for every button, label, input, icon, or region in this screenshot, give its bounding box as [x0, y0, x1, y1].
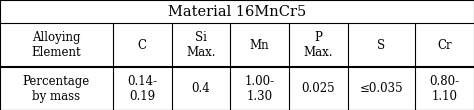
- Text: Percentage
by mass: Percentage by mass: [23, 75, 90, 103]
- Text: 0.025: 0.025: [301, 82, 335, 95]
- Text: Si
Max.: Si Max.: [186, 31, 216, 59]
- Text: ≤0.035: ≤0.035: [360, 82, 403, 95]
- Text: 0.80-
1.10: 0.80- 1.10: [429, 75, 460, 103]
- Text: 1.00-
1.30: 1.00- 1.30: [245, 75, 274, 103]
- Text: P
Max.: P Max.: [303, 31, 333, 59]
- Text: Material 16MnCr5: Material 16MnCr5: [168, 5, 306, 19]
- Text: Cr: Cr: [438, 39, 452, 52]
- Text: 0.4: 0.4: [191, 82, 210, 95]
- Text: C: C: [138, 39, 146, 52]
- Text: 0.14-
0.19: 0.14- 0.19: [127, 75, 157, 103]
- Text: S: S: [377, 39, 385, 52]
- Text: Alloying
Element: Alloying Element: [32, 31, 81, 59]
- Text: Mn: Mn: [250, 39, 269, 52]
